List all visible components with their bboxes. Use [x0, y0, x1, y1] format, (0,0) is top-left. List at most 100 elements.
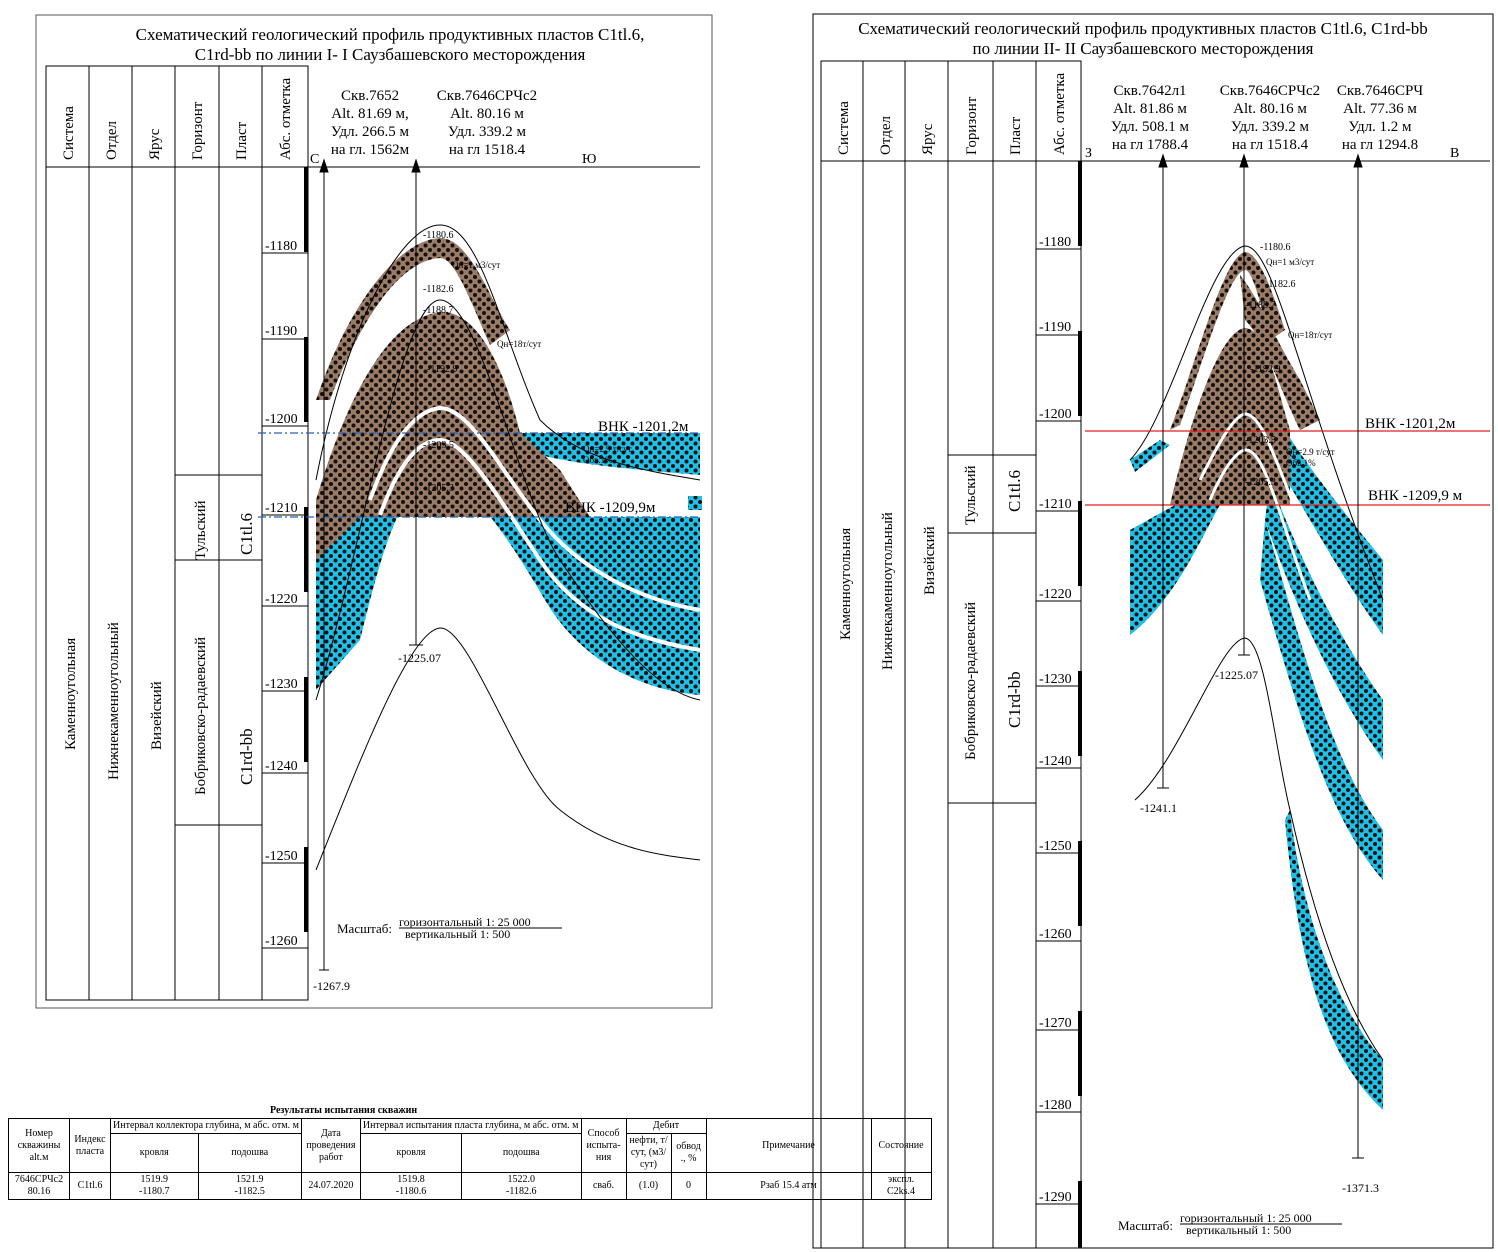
- right-well1-len: Удл. 508.1 м: [1111, 119, 1190, 135]
- right-profile: Схематический геологический профиль прод…: [812, 13, 1494, 1249]
- left-mark: -1205.3: [423, 483, 454, 494]
- left-well2-depth: на гл 1518.4: [449, 142, 526, 158]
- left-scale-h: горизонтальный 1: 25 000: [399, 915, 531, 929]
- right-hdr-abs: Абс. отметка: [1052, 73, 1068, 155]
- left-well2-len: Удл. 339.2 м: [448, 124, 527, 140]
- right-owc2-label: ВНК -1209,9 м: [1368, 488, 1463, 504]
- right-dir-west: З: [1085, 146, 1092, 161]
- left-tick: -1260: [265, 934, 298, 949]
- left-layer-2: C1rd-bb: [237, 728, 256, 785]
- cell-ttop2: -1180.6: [395, 1186, 427, 1197]
- right-owc1-label: ВНК -1201,2м: [1365, 416, 1456, 432]
- left-well1-depth: на гл. 1562м: [331, 142, 410, 158]
- right-scale-h: горизонтальный 1: 25 000: [1180, 1211, 1312, 1225]
- right-scale-label: Масштаб:: [1118, 1218, 1173, 1233]
- cell-index: C1tl.6: [69, 1172, 111, 1200]
- left-mark: -1180.6: [423, 230, 453, 241]
- left-mark: -1225.07: [398, 651, 441, 665]
- right-tick: -1290: [1039, 1190, 1072, 1205]
- left-tick: -1190: [265, 324, 297, 339]
- right-hdr-stage: Ярус: [920, 123, 936, 155]
- left-title-1: Схематический геологический профиль прод…: [136, 25, 645, 44]
- left-hdr-system: Система: [61, 106, 77, 160]
- th-index: Индекс пласта: [69, 1118, 111, 1173]
- cell-note: Рзаб 15.4 атм: [705, 1172, 872, 1200]
- left-mark: -1192.9: [427, 364, 457, 375]
- right-tick: -1180: [1039, 235, 1071, 250]
- right-mark: -1225.07: [1215, 668, 1258, 682]
- th-method: Способ испыта-ния: [580, 1118, 627, 1173]
- th-collector: Интервал коллектора глубина, м абс. отм.…: [110, 1118, 302, 1134]
- right-water-left: [1130, 505, 1220, 635]
- cell-well: 7646СРЧс2: [14, 1174, 64, 1185]
- right-tick: -1260: [1039, 927, 1072, 942]
- right-mark: -1182.6: [1265, 279, 1295, 290]
- left-dept: Нижнекаменноугольный: [106, 622, 122, 780]
- th-note: Примечание: [705, 1118, 872, 1173]
- right-tick: -1190: [1039, 320, 1071, 335]
- cell-state1: экспл.: [887, 1174, 915, 1185]
- right-water-right-2: [1265, 480, 1383, 760]
- left-stage: Визейский: [149, 681, 165, 750]
- right-frame: [812, 13, 1494, 1249]
- cell-ctop1: 1519.9: [140, 1174, 169, 1185]
- right-water-left-upper: [1130, 440, 1170, 472]
- left-q1: Qн=1 м3/сут: [452, 260, 500, 270]
- right-tick: -1240: [1039, 754, 1072, 769]
- right-dept: Нижнекаменноугольный: [880, 512, 896, 670]
- left-title-2: С1rd-bb по линии I- I Саузбашевского мес…: [195, 45, 586, 64]
- cell-tbot1: 1522.0: [507, 1174, 536, 1185]
- left-system: Каменноугольная: [63, 638, 79, 750]
- right-tick: -1280: [1039, 1098, 1072, 1113]
- right-well2-depth: на гл 1518.4: [1232, 137, 1309, 153]
- left-tick: -1230: [265, 677, 298, 692]
- cell-method: сваб.: [580, 1172, 627, 1200]
- right-mark: -1192.9: [1250, 364, 1280, 375]
- left-tick: -1220: [265, 592, 298, 607]
- left-q2: Qн=18т/сут: [497, 339, 541, 349]
- left-tick: -1210: [265, 501, 298, 516]
- cell-water: 0: [670, 1172, 707, 1200]
- right-q4: Обв.1%: [1286, 458, 1316, 468]
- left-oil-top-layer: [316, 238, 510, 400]
- right-mark: -1371.3: [1342, 1181, 1379, 1195]
- left-mark: -1182.6: [423, 284, 453, 295]
- right-layer-2: C1rd-bb: [1005, 671, 1024, 728]
- cell-cbot2: -1182.5: [234, 1186, 265, 1197]
- th-debit: Дебит: [625, 1118, 707, 1134]
- right-well1-name: Скв.7642л1: [1113, 83, 1186, 99]
- right-well3-name: Скв.7646СРЧ: [1337, 83, 1423, 99]
- right-tick: -1270: [1039, 1016, 1072, 1031]
- left-water-patch: [688, 496, 702, 510]
- right-well2-name: Скв.7646СРЧс2: [1220, 83, 1320, 99]
- left-well1-len: Удл. 266.5 м: [331, 124, 410, 140]
- right-tick: -1200: [1039, 407, 1072, 422]
- left-owc1-label: ВНК -1201,2м: [598, 419, 689, 435]
- th-state: Состояние: [870, 1118, 932, 1173]
- th-test-top: кровля: [359, 1133, 463, 1173]
- right-stage: Визейский: [922, 526, 938, 595]
- left-hdr-layer: Пласт: [234, 121, 250, 160]
- right-hdr-horizon: Горизонт: [964, 96, 980, 155]
- right-title-1: Схематический геологический профиль прод…: [858, 19, 1428, 38]
- right-tick: -1250: [1039, 839, 1072, 854]
- cell-tbot2: -1182.6: [506, 1186, 537, 1197]
- right-tick: -1210: [1039, 497, 1072, 512]
- right-layer-1: C1tl.6: [1005, 470, 1024, 512]
- left-profile: Схематический геологический профиль прод…: [35, 14, 713, 1009]
- left-mark: -1203.5: [423, 440, 454, 451]
- left-well2-alt: Alt. 80.16 м: [450, 106, 524, 122]
- right-mark: -1203.5: [1245, 435, 1276, 446]
- left-dir-south-west: С: [310, 152, 319, 167]
- right-well3-len: Удл. 1.2 м: [1348, 119, 1412, 135]
- left-scale-v: вертикальный 1: 500: [405, 927, 510, 941]
- right-hdr-layer: Пласт: [1008, 116, 1024, 155]
- cell-oil: (1.0): [625, 1172, 672, 1200]
- left-q4: Обв.1%: [583, 455, 613, 465]
- left-well1-alt: Alt. 81.69 м,: [331, 106, 408, 122]
- results-title: Результаты испытания скважин: [270, 1105, 418, 1116]
- right-horizon-1: Тульский: [963, 465, 979, 525]
- th-water: обвод ., %: [670, 1133, 707, 1173]
- table-row: 7646СРЧс2 80.16 C1tl.6 1519.9 -1180.7 1521…: [8, 1172, 932, 1200]
- left-tick: -1240: [265, 759, 298, 774]
